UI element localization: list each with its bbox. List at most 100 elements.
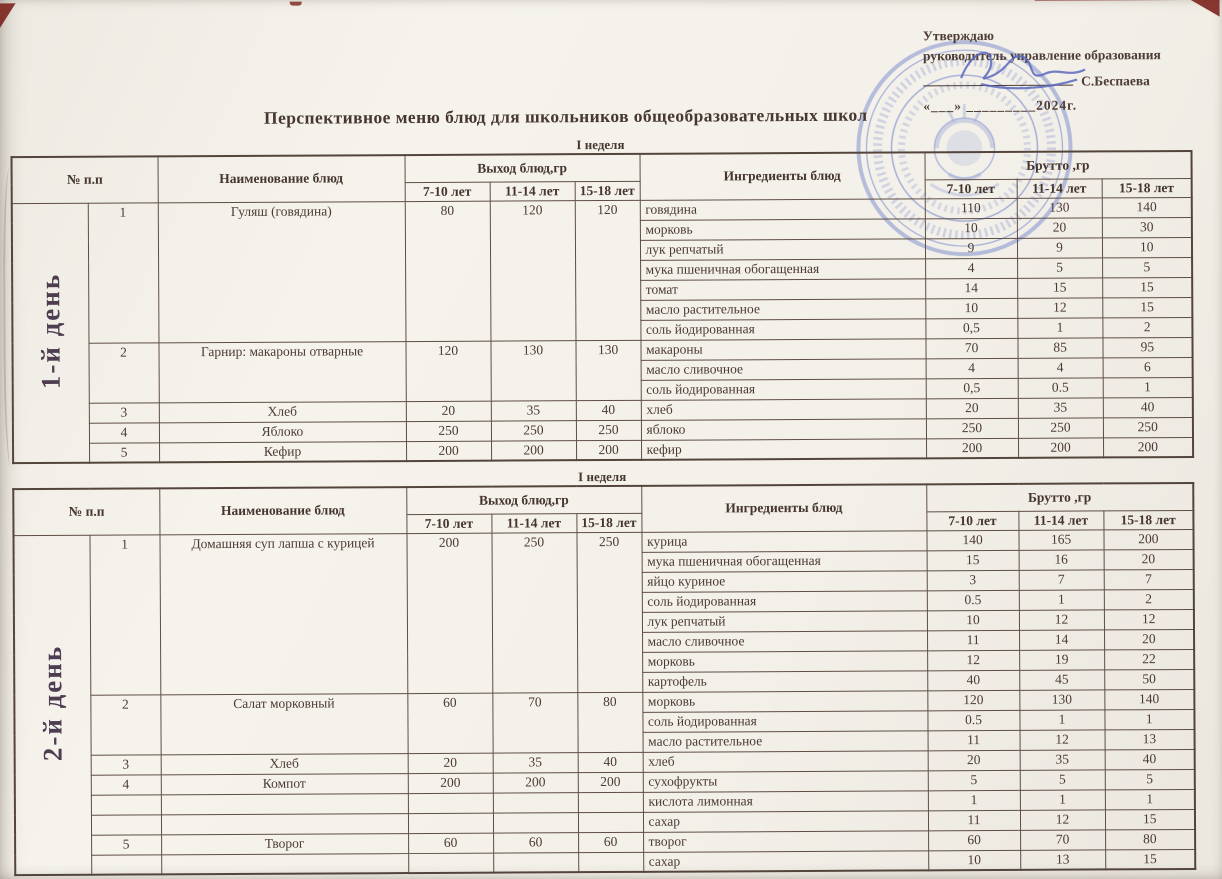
brutto-value-cell: 15 <box>1017 277 1103 298</box>
brutto-value-cell: 60 <box>928 829 1021 851</box>
brutto-value-cell: 20 <box>1016 217 1102 238</box>
ingredient-name-cell: морковь <box>642 650 928 672</box>
col-header-num: № п.п <box>11 156 158 204</box>
brutto-value-cell: 250 <box>1017 417 1104 438</box>
brutto-value-cell: 4 <box>925 357 1018 379</box>
ingredient-name-cell: соль йодированная <box>640 318 926 340</box>
brutto-value-cell: 40 <box>1102 396 1193 418</box>
menu-table-day-1: № п.п Наименование блюд Выход блюд,гр Ин… <box>10 149 1195 465</box>
brutto-value-cell: 15 <box>1102 296 1193 318</box>
brutto-value-cell: 5 <box>1017 257 1103 278</box>
dish-number-cell: 3 <box>90 754 161 775</box>
brutto-value-cell: 14 <box>925 277 1018 299</box>
brutto-value-cell: 10 <box>1101 236 1193 258</box>
brutto-value-cell: 10 <box>924 217 1017 239</box>
output-value-cell <box>577 811 644 833</box>
output-value-cell <box>578 851 644 873</box>
brutto-value-cell: 0,5 <box>925 317 1018 339</box>
brutto-value-cell: 4 <box>1017 357 1103 378</box>
ingredient-name-cell: хлеб <box>642 750 928 772</box>
ingredient-name-cell: масло сливочное <box>640 358 926 380</box>
output-value-cell: 250 <box>575 419 642 441</box>
col-header-age: 11-14 лет <box>489 181 575 201</box>
dish-number-cell: 3 <box>88 402 159 423</box>
menu-table-day-2-block: I неделя № п.п Наименование блюд Выход б… <box>12 467 1197 877</box>
ingredient-name-cell: сухофрукты <box>642 770 928 792</box>
brutto-value-cell: 250 <box>925 417 1019 439</box>
ingredient-name-cell: масло сливочное <box>642 630 928 652</box>
output-value-cell: 60 <box>407 692 493 754</box>
col-header-ingredient: Ингредиенты блюд <box>639 152 925 200</box>
dish-name-cell <box>161 853 409 875</box>
brutto-value-cell: 3 <box>926 569 1019 591</box>
scan-artifact-corner-top-right <box>1186 0 1220 17</box>
brutto-value-cell: 140 <box>1104 688 1195 710</box>
dish-number-cell: 1 <box>89 534 161 695</box>
output-value-cell: 200 <box>491 440 577 461</box>
brutto-value-cell: 7 <box>1103 568 1194 590</box>
brutto-value-cell: 1 <box>1104 788 1195 810</box>
output-value-cell: 250 <box>576 531 643 693</box>
dish-name-cell <box>160 813 409 835</box>
dish-number-cell: 2 <box>88 342 159 403</box>
dish-name-cell: Хлеб <box>160 753 408 775</box>
brutto-value-cell: 13 <box>1020 849 1106 870</box>
output-value-cell: 80 <box>404 200 491 342</box>
output-value-cell: 40 <box>575 399 641 421</box>
ingredient-name-cell: морковь <box>639 218 925 240</box>
brutto-value-cell: 9 <box>924 237 1018 259</box>
ingredient-name-cell: яблоко <box>640 418 927 440</box>
brutto-value-cell: 80 <box>1105 828 1196 850</box>
official-round-stamp-icon <box>856 40 1073 257</box>
col-header-age: 7-10 лет <box>926 510 1019 531</box>
col-header-age: 11-14 лет <box>491 513 577 533</box>
brutto-value-cell: 0.5 <box>926 589 1019 611</box>
brutto-value-cell: 140 <box>1101 196 1192 218</box>
brutto-value-cell: 0.5 <box>1017 377 1103 398</box>
brutto-value-cell: 140 <box>926 529 1019 551</box>
brutto-value-cell: 130 <box>1016 197 1102 218</box>
col-header-output-group: Выход блюд,гр <box>404 153 640 183</box>
brutto-value-cell: 5 <box>1102 256 1193 278</box>
dish-name-cell: Гарнир: макароны отварные <box>158 341 406 403</box>
output-value-cell: 70 <box>492 692 578 753</box>
output-value-cell: 200 <box>576 439 642 461</box>
brutto-value-cell: 200 <box>1103 528 1194 550</box>
brutto-value-cell: 0,5 <box>925 377 1018 399</box>
brutto-value-cell: 35 <box>1017 397 1103 418</box>
output-value-cell: 130 <box>490 340 576 401</box>
dish-number-cell: 4 <box>90 774 161 795</box>
col-header-brutto-group: Брутто ,гр <box>924 150 1192 180</box>
brutto-value-cell: 9 <box>1016 237 1103 258</box>
output-value-cell <box>407 812 494 834</box>
brutto-value-cell: 130 <box>1019 689 1105 710</box>
brutto-value-cell: 12 <box>1018 609 1105 630</box>
brutto-value-cell: 0.5 <box>927 709 1020 731</box>
brutto-value-cell: 50 <box>1104 668 1195 690</box>
ingredient-name-cell: хлеб <box>640 398 926 420</box>
ingredient-name-cell: морковь <box>642 690 928 712</box>
brutto-value-cell: 20 <box>925 397 1018 419</box>
ingredient-name-cell: кислота лимонная <box>642 790 928 812</box>
col-header-age: 7-10 лет <box>406 513 492 534</box>
output-value-cell: 120 <box>405 340 491 402</box>
brutto-value-cell: 10 <box>928 849 1021 871</box>
output-value-cell: 250 <box>491 532 578 693</box>
col-header-age: 15-18 лет <box>576 512 642 533</box>
dish-number-cell <box>90 814 162 835</box>
output-value-cell: 200 <box>492 772 578 793</box>
brutto-value-cell: 10 <box>925 297 1018 319</box>
brutto-value-cell: 12 <box>1103 608 1195 630</box>
signature-row: С.Беспаева <box>923 51 1203 92</box>
brutto-value-cell: 14 <box>1019 629 1105 650</box>
output-value-cell: 200 <box>406 532 493 694</box>
brutto-value-cell: 15 <box>1105 848 1196 870</box>
brutto-value-cell: 95 <box>1102 336 1193 358</box>
col-header-dish: Наименование блюд <box>157 155 405 203</box>
brutto-value-cell: 15 <box>1102 276 1193 298</box>
brutto-value-cell: 250 <box>1102 416 1194 438</box>
brutto-value-cell: 35 <box>1019 749 1105 770</box>
output-value-cell <box>408 852 494 874</box>
brutto-value-cell: 40 <box>1104 748 1195 770</box>
col-header-age: 15-18 лет <box>1101 177 1192 198</box>
